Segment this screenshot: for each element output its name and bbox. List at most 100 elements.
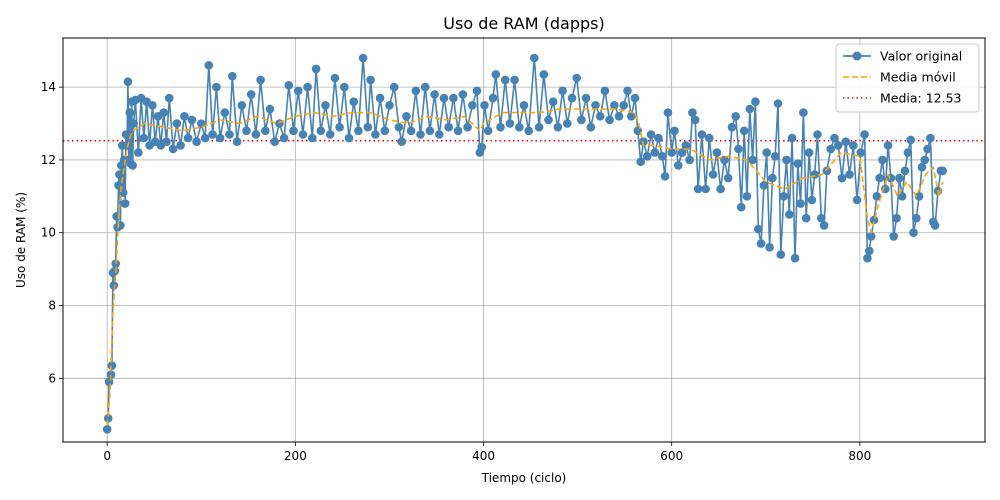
data-point — [852, 195, 862, 205]
data-point — [779, 192, 788, 201]
data-point — [480, 101, 489, 110]
data-point — [754, 224, 763, 234]
data-point — [817, 213, 826, 223]
data-point — [782, 155, 791, 165]
data-point — [734, 144, 743, 154]
data-point — [636, 157, 645, 166]
data-point — [363, 122, 373, 132]
data-point — [458, 90, 468, 99]
data-point — [228, 71, 237, 81]
data-point — [483, 126, 493, 136]
data-point — [416, 130, 425, 139]
data-point — [172, 119, 182, 128]
series-moving-average-line — [106, 108, 944, 426]
data-point — [265, 104, 275, 114]
data-point — [159, 108, 168, 117]
data-point — [799, 108, 808, 117]
data-point — [303, 82, 312, 92]
data-point — [723, 173, 733, 183]
data-point — [510, 75, 519, 85]
data-point — [591, 101, 600, 110]
data-point — [325, 130, 335, 139]
data-point — [739, 126, 749, 136]
data-point — [519, 101, 529, 110]
data-point — [232, 137, 242, 146]
data-point — [875, 173, 884, 183]
data-point — [491, 70, 501, 79]
data-point — [716, 184, 725, 194]
data-point — [544, 115, 553, 125]
data-point — [688, 108, 697, 117]
data-point — [765, 243, 774, 252]
y-axis-label: Uso de RAM (%) — [14, 192, 28, 288]
data-point — [670, 126, 679, 136]
data-point — [208, 130, 217, 139]
legend-label-moving-average: Media móvil — [880, 70, 956, 85]
data-point — [600, 86, 610, 96]
legend-label-original: Valor original — [880, 49, 962, 64]
data-point — [212, 82, 221, 92]
data-point — [435, 130, 444, 139]
y-tick-label: 8 — [48, 299, 56, 313]
data-point — [872, 192, 882, 201]
data-point — [759, 181, 769, 190]
data-point — [397, 137, 407, 146]
data-point — [411, 86, 421, 96]
data-point — [773, 99, 783, 108]
data-point — [402, 112, 411, 121]
data-point — [125, 108, 135, 117]
data-point — [681, 141, 691, 150]
data-point — [690, 115, 700, 125]
data-point — [705, 133, 714, 143]
data-point — [444, 122, 454, 132]
data-point — [256, 75, 265, 85]
data-point — [819, 221, 829, 230]
data-point — [878, 155, 887, 165]
data-point — [548, 97, 558, 106]
data-point — [321, 101, 330, 110]
data-point — [330, 73, 340, 83]
x-tick-label: 0 — [103, 449, 111, 463]
plot-area-frame — [62, 37, 986, 443]
data-point — [539, 70, 549, 79]
data-point — [453, 126, 463, 136]
data-point — [220, 108, 230, 117]
data-point — [311, 64, 321, 74]
chart-title: Uso de RAM (dapps) — [443, 14, 604, 33]
data-point — [128, 161, 137, 170]
data-point — [586, 122, 596, 132]
data-point — [106, 370, 116, 380]
series-group — [63, 53, 985, 434]
data-point — [380, 126, 390, 136]
data-point — [420, 82, 430, 92]
data-point — [727, 122, 737, 132]
data-point — [658, 152, 667, 161]
data-point — [701, 184, 710, 194]
data-point — [920, 155, 930, 165]
data-point — [505, 119, 515, 128]
data-point — [354, 126, 363, 136]
data-point — [477, 142, 487, 152]
axis-ticks: 0 200 400 600 800 6 8 10 12 14 — [41, 80, 872, 463]
data-point — [926, 133, 935, 143]
data-point — [677, 148, 687, 157]
x-tick-label: 800 — [848, 449, 871, 463]
data-point — [595, 112, 605, 121]
data-point — [748, 155, 757, 165]
data-point — [577, 115, 586, 125]
data-point — [909, 228, 918, 237]
data-point — [488, 93, 498, 103]
data-point — [776, 250, 786, 259]
data-point — [316, 126, 326, 136]
data-point — [192, 137, 201, 146]
x-axis-label: Tiempo (ciclo) — [481, 471, 567, 485]
data-point — [869, 215, 879, 225]
data-point — [139, 133, 149, 143]
data-point — [116, 221, 125, 230]
data-point — [129, 119, 138, 128]
y-tick-label: 6 — [48, 371, 56, 385]
data-point — [242, 126, 251, 136]
data-point — [225, 130, 234, 139]
data-point — [813, 130, 822, 139]
data-point — [103, 414, 113, 423]
